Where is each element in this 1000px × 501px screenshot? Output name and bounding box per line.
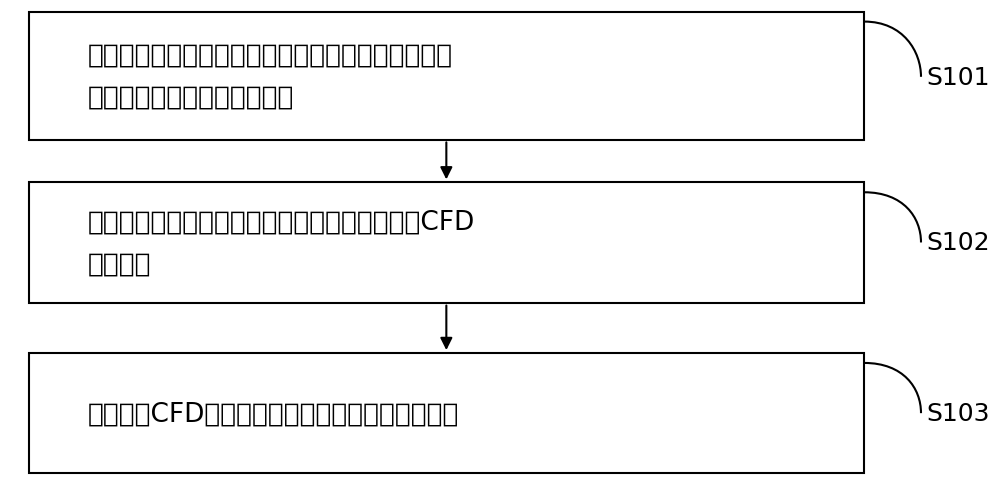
FancyBboxPatch shape xyxy=(29,353,864,473)
FancyBboxPatch shape xyxy=(29,13,864,140)
Text: S102: S102 xyxy=(926,231,990,255)
Text: 通过所述CFD数值模拟得到所述明渠断面的流速场: 通过所述CFD数值模拟得到所述明渠断面的流速场 xyxy=(88,400,459,426)
Text: S103: S103 xyxy=(926,401,989,425)
Text: 根据所述明渠的工程参数与实测流速、流量数据建立
所述明渠断面的三维流体建模: 根据所述明渠的工程参数与实测流速、流量数据建立 所述明渠断面的三维流体建模 xyxy=(88,43,453,110)
Text: 基于所述三维流体建模计算得到所述明渠断面的CFD
数值模拟: 基于所述三维流体建模计算得到所述明渠断面的CFD 数值模拟 xyxy=(88,209,475,277)
FancyBboxPatch shape xyxy=(29,183,864,303)
Text: S101: S101 xyxy=(926,66,989,90)
